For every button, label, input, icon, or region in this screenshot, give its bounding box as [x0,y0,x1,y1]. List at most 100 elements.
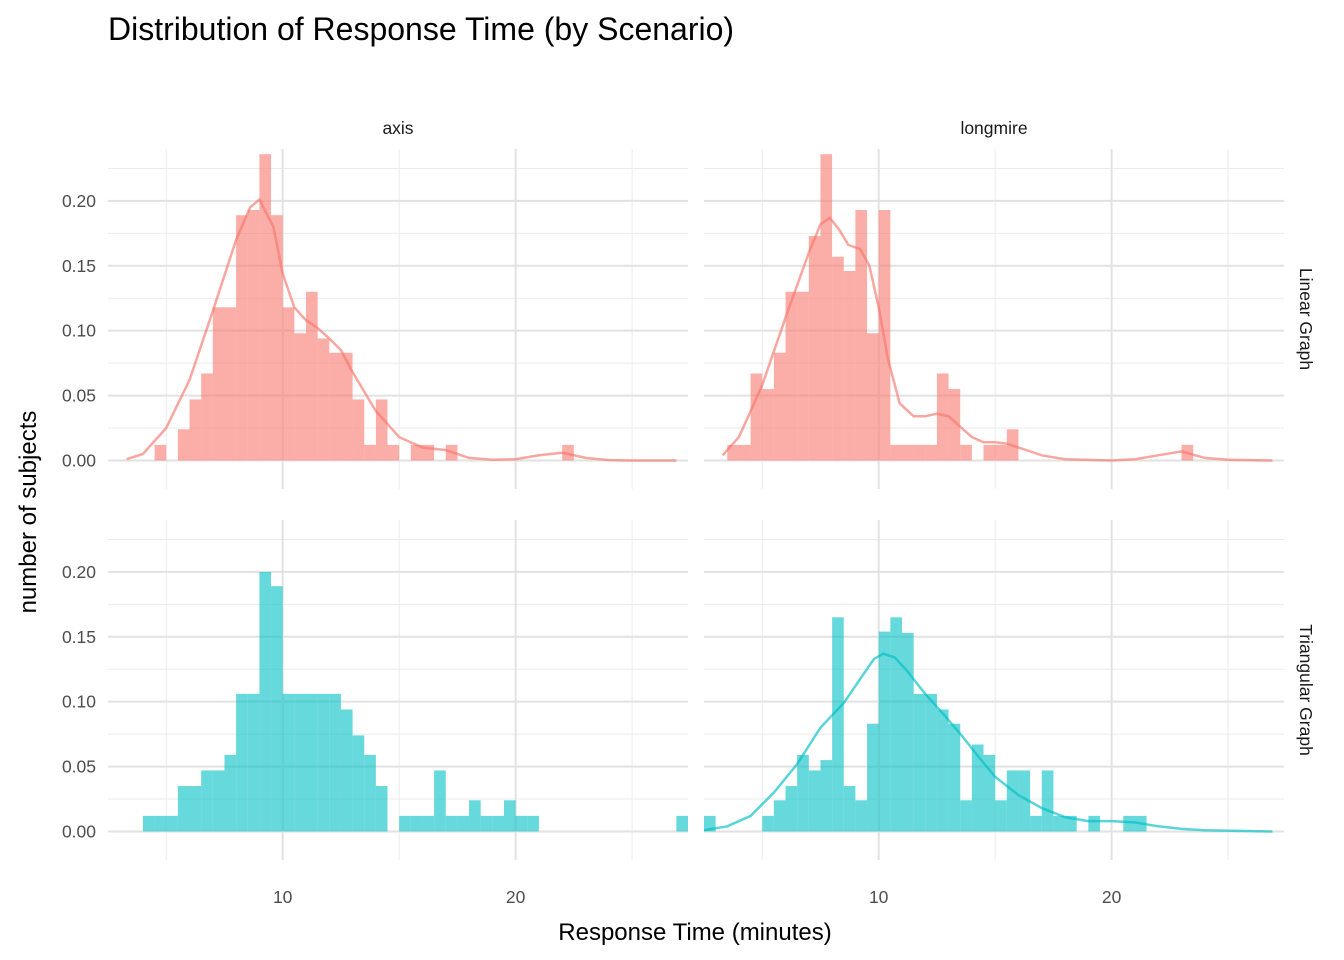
density-curve [703,652,1273,833]
histogram-bar [445,815,458,832]
histogram-bar [762,389,774,461]
histogram-bar [762,815,774,832]
histogram-bar [971,744,984,832]
histogram-bar [785,291,798,461]
histogram-bar [960,444,972,461]
histogram-bar [738,444,751,461]
histogram-bar [399,815,411,832]
y-tick-label: 0.10 [62,321,96,341]
histogram-bar [1065,815,1077,832]
histogram-bar [305,291,318,461]
histogram-bar [890,617,902,832]
histogram-bar [797,754,809,832]
histogram-bar [503,800,516,832]
histogram-bar [527,815,539,832]
histogram-bar [750,373,763,461]
histogram-bar [375,399,388,461]
histogram-bar [317,693,330,832]
y-tick-label: 0.15 [62,256,96,276]
histogram-bar [282,693,295,832]
histogram-bar [1018,770,1031,832]
histogram-bar [142,815,155,832]
histogram-bar [901,632,914,832]
histogram-bar [983,754,996,832]
histogram-bar [177,786,190,832]
histogram-bar [480,815,493,832]
histogram-bar [890,444,902,461]
histogram-bar [797,291,809,461]
histogram-bar [189,786,202,832]
histogram-bar [469,800,481,832]
histogram-bar [247,693,260,832]
histogram-bar [995,800,1007,832]
histogram-bar [387,444,400,461]
histogram-bar [410,444,423,461]
y-tick-label: 0.20 [62,562,96,582]
histogram-bar [340,352,353,461]
histogram-bar [983,444,996,461]
histogram-bar [1088,815,1100,832]
histogram-bar [785,786,798,832]
histogram-bar [154,815,167,832]
histogram-bar [936,373,949,461]
y-tick-label: 0.00 [62,450,96,470]
histogram-bar [808,235,821,461]
x-tick-label: 20 [1102,887,1122,907]
x-axis-title: Response Time (minutes) [558,919,831,946]
histogram-bar [294,333,306,461]
histogram-bar [212,307,225,461]
histogram-bar [236,693,248,832]
histogram-bar [1041,770,1054,832]
histogram-bar [154,444,167,461]
y-tick-label: 0.20 [62,191,96,211]
histogram-bar [317,338,330,461]
histogram-bar [808,770,821,832]
x-tick-label: 20 [506,887,526,907]
histogram-bar [562,444,574,461]
histogram-bar [1006,770,1019,832]
histogram-bar [867,723,879,832]
chart-title: Distribution of Response Time (by Scenar… [108,11,734,47]
histogram-bar [901,444,914,461]
histogram-bar [224,307,237,461]
histogram-bar [948,389,961,461]
histogram-bar [329,352,341,461]
histogram-bar [271,215,283,461]
histogram-bar [259,571,272,832]
y-tick-label: 0.05 [62,386,96,406]
x-tick-label: 10 [273,887,293,907]
histogram-bar [294,693,306,832]
histogram-bar [224,754,237,832]
histogram-bar [236,215,248,461]
histogram-bar [340,709,353,832]
y-tick-label: 0.00 [62,821,96,841]
density-curve [721,216,1273,462]
histogram-bar [282,307,295,461]
facet-panels: axis longmire Linear Graph Triangular Graph… [62,118,1316,907]
histogram-bar [177,429,190,461]
histogram-bar [855,800,868,832]
histogram-bar [867,333,879,461]
histogram-bar [676,815,688,832]
histogram-bar [913,693,926,832]
histogram-bar [1030,815,1042,832]
histogram-bar [259,154,272,461]
histogram-bar [1053,815,1066,832]
histogram-bar [201,373,213,461]
histogram-bar [166,815,178,832]
histogram-bar [352,399,365,461]
histogram-bar [843,270,856,461]
histogram-bar [352,735,365,832]
histogram-bar [201,770,213,832]
facet-strip-label-axis: axis [382,118,413,138]
histogram-bar [832,256,844,461]
histogram-bar [820,760,833,832]
histogram-bar [364,444,376,461]
histogram-bar [995,444,1007,461]
facet-strip-label-row: Triangular Graph [1296,624,1316,756]
histogram-bar [925,444,937,461]
histogram-bar [773,800,786,832]
histogram-bar [375,786,388,832]
histogram-bar [271,586,283,832]
